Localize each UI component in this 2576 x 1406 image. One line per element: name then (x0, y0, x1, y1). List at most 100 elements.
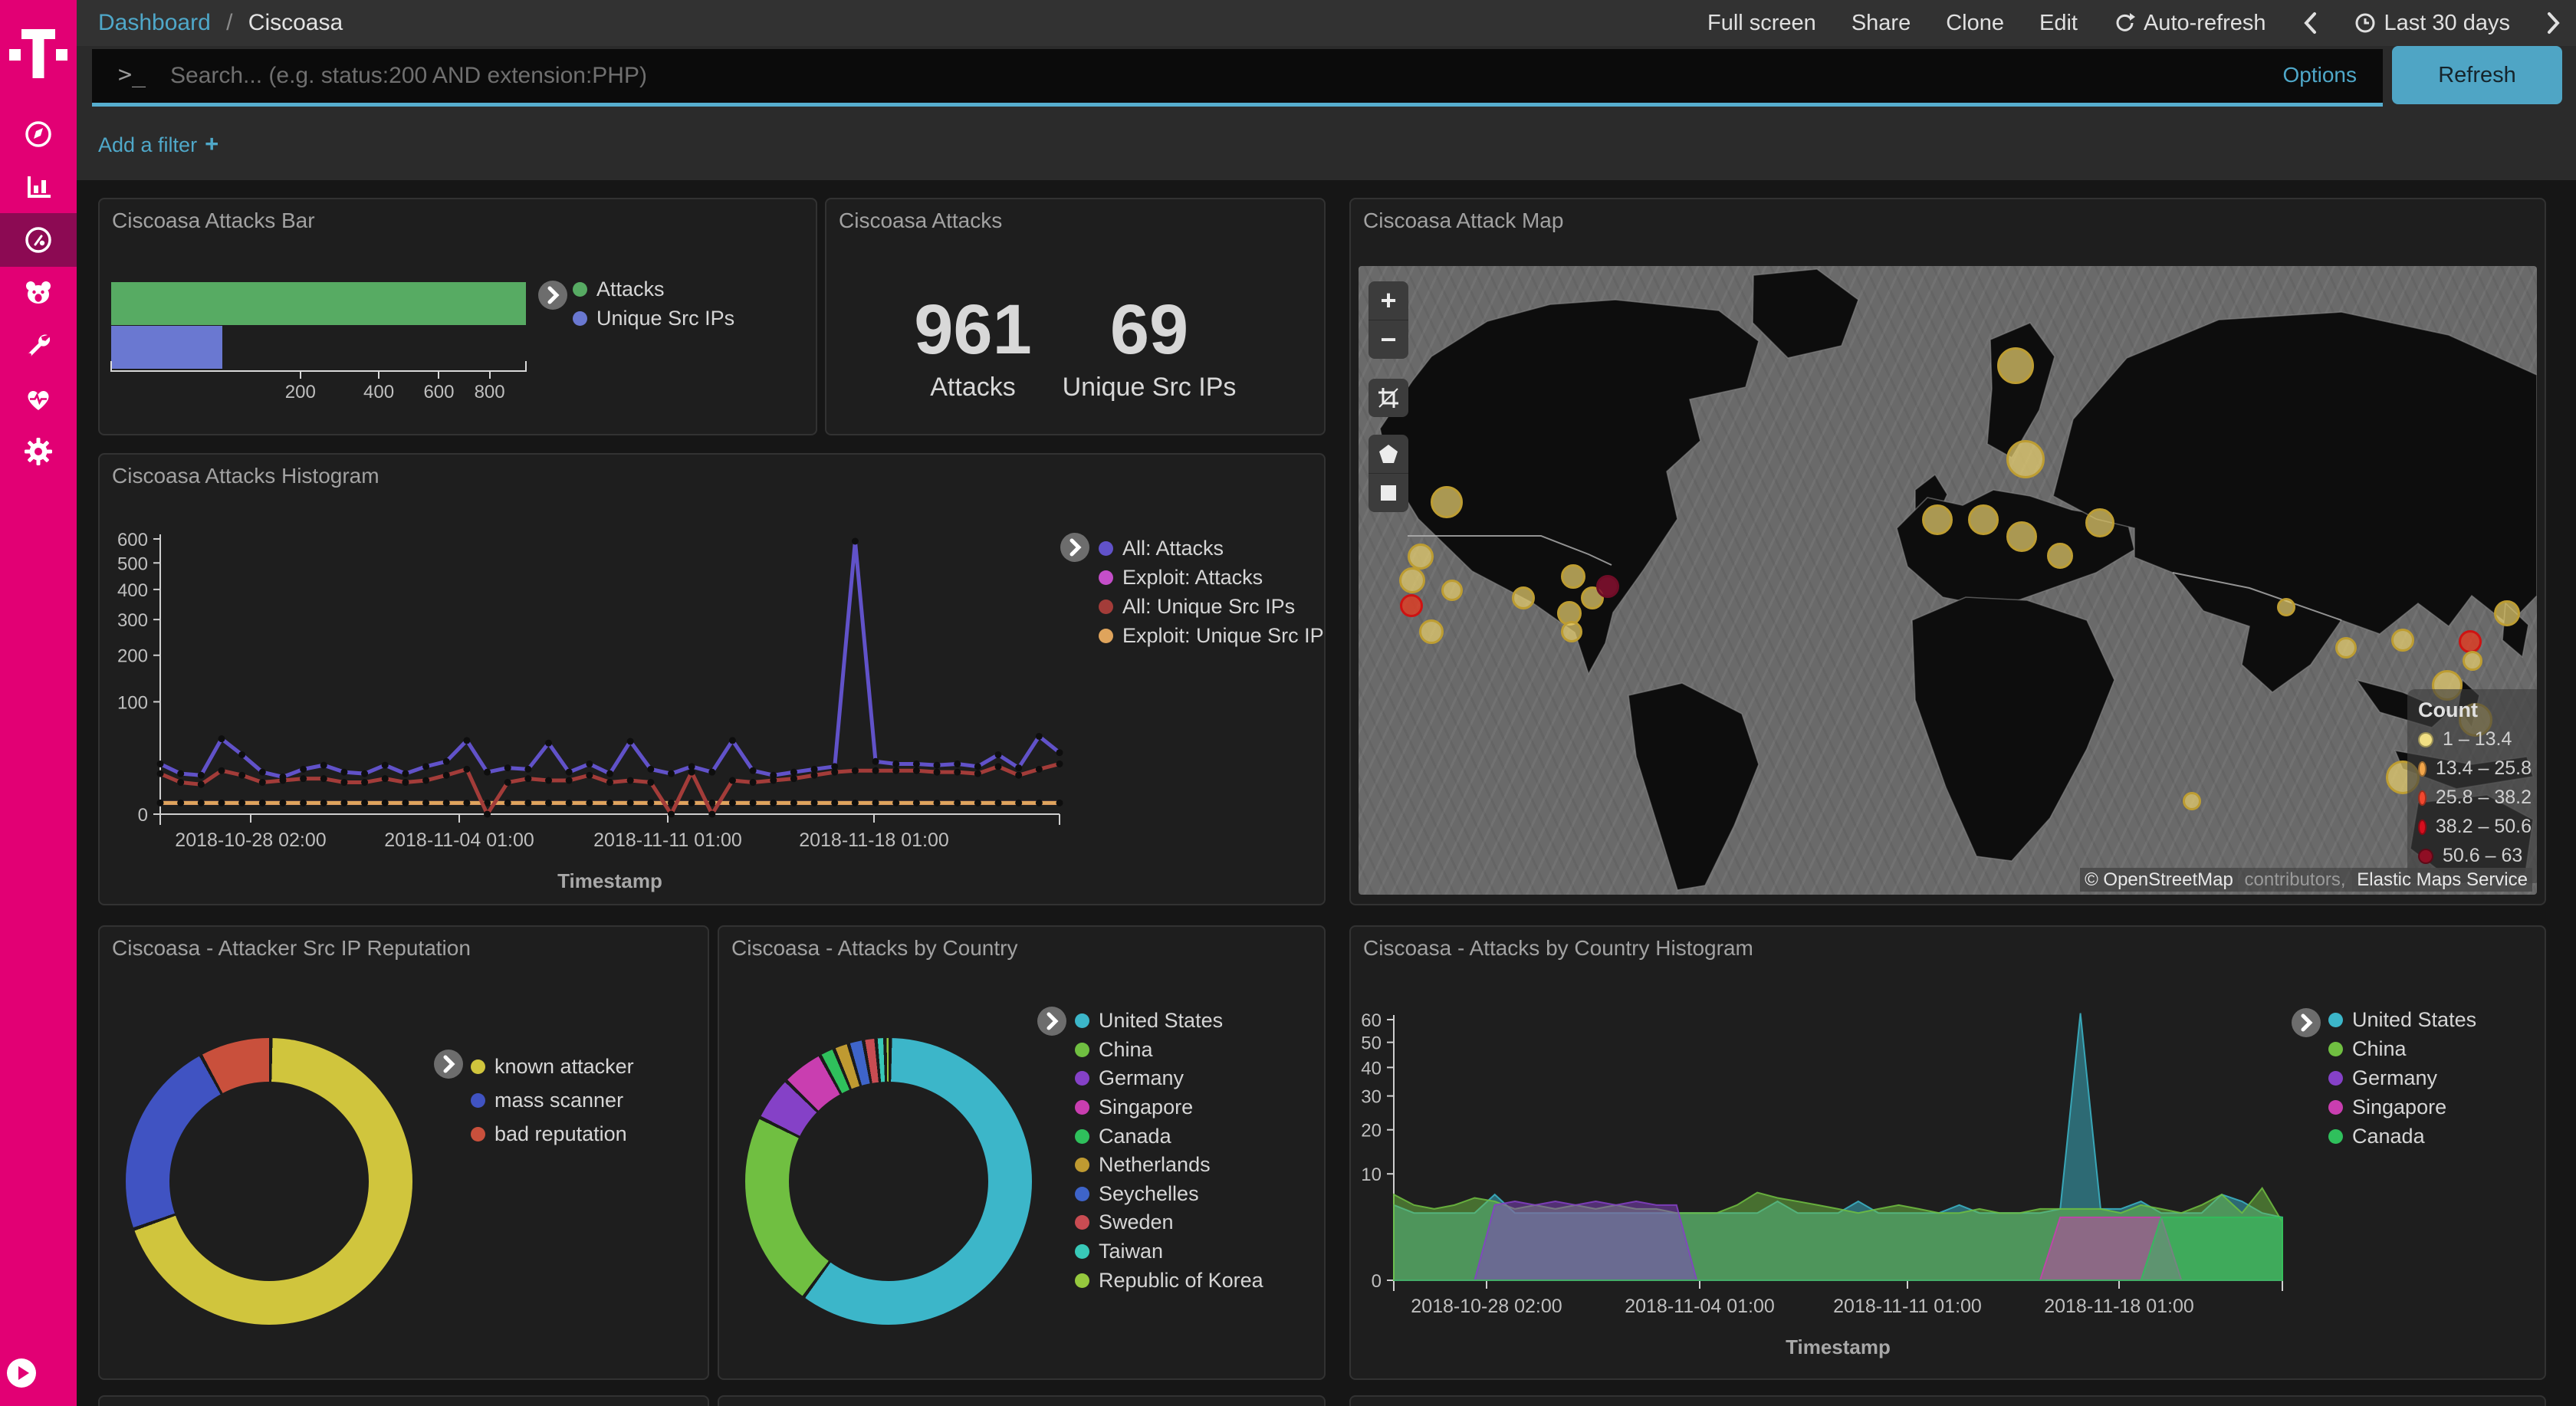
map-attack-circle[interactable] (1400, 594, 1423, 617)
map-attack-circle[interactable] (1561, 564, 1585, 589)
map-attack-circle[interactable] (2277, 598, 2295, 616)
legend-item[interactable]: Germany (2328, 1063, 2476, 1092)
world-map[interactable]: + − (1359, 266, 2537, 895)
chevron-right-icon (2548, 12, 2560, 34)
next-row-panel-edge (718, 1395, 1326, 1406)
map-attack-circle[interactable] (2494, 600, 2520, 626)
auto-refresh-button[interactable]: Auto-refresh (2113, 11, 2266, 36)
sidebar-item-dev-tools[interactable] (0, 319, 77, 373)
legend-item[interactable]: known attacker (471, 1050, 634, 1083)
sidebar-item-threat-intel[interactable] (0, 266, 77, 320)
legend-item[interactable]: United States (1075, 1007, 1263, 1036)
legend-label: United States (1099, 1009, 1224, 1033)
legend-item[interactable]: Taiwan (1075, 1237, 1263, 1266)
clone-button[interactable]: Clone (1946, 10, 2004, 35)
legend-item[interactable]: Singapore (2328, 1092, 2476, 1122)
sidebar-item-discover[interactable] (0, 107, 77, 161)
svg-text:200: 200 (117, 646, 148, 667)
map-attack-circle[interactable] (1968, 504, 1999, 535)
legend-item[interactable]: bad reputation (471, 1117, 634, 1151)
share-button[interactable]: Share (1851, 10, 1911, 35)
legend-item[interactable]: Netherlands (1075, 1151, 1263, 1180)
legend-item[interactable]: Attacks (573, 274, 734, 304)
legend-item[interactable]: United States (2328, 1005, 2476, 1034)
time-back-button[interactable] (2302, 11, 2318, 35)
map-attribution: © OpenStreetMap contributors, Elastic Ma… (2080, 868, 2532, 892)
legend-item[interactable]: mass scanner (471, 1083, 634, 1117)
add-filter-button[interactable]: Add a filter + (98, 130, 219, 157)
legend-expand-icon[interactable] (1037, 1007, 1066, 1036)
legend-item[interactable]: Canada (1075, 1122, 1263, 1151)
time-forward-button[interactable] (2545, 11, 2562, 35)
legend-expand-icon[interactable] (538, 281, 567, 310)
sidebar-item-visualize[interactable] (0, 160, 77, 214)
map-attack-circle[interactable] (1512, 586, 1535, 609)
map-zoom-out-button[interactable]: − (1368, 320, 1408, 359)
time-range-picker[interactable]: Last 30 days (2354, 11, 2510, 36)
legend-expand-icon[interactable] (2292, 1008, 2321, 1037)
sidebar-collapse-button[interactable] (0, 1345, 77, 1399)
edit-button[interactable]: Edit (2039, 10, 2078, 35)
legend-item[interactable]: Exploit: Unique Src IPs (1099, 621, 1324, 650)
legend-dot-icon (2328, 1070, 2343, 1086)
legend-item[interactable]: All: Unique Src IPs (1099, 592, 1324, 621)
map-attack-circle[interactable] (1561, 621, 1582, 642)
next-row-panel-edge (98, 1395, 709, 1406)
panel-title: Ciscoasa - Attacks by Country (731, 936, 1018, 960)
map-attack-circle[interactable] (2183, 792, 2201, 810)
map-attack-circle[interactable] (2459, 630, 2482, 653)
legend-dot-icon (1075, 1273, 1089, 1288)
search-input[interactable] (169, 49, 2272, 103)
legend-dot-icon (1075, 1215, 1089, 1230)
svg-text:2018-11-04 01:00: 2018-11-04 01:00 (1625, 1296, 1775, 1317)
legend-item[interactable]: All: Attacks (1099, 534, 1324, 563)
svg-text:2018-11-11 01:00: 2018-11-11 01:00 (593, 829, 742, 851)
legend-item[interactable]: Sweden (1075, 1208, 1263, 1237)
sidebar-item-monitoring[interactable] (0, 372, 77, 425)
legend-dot-icon (1099, 570, 1113, 585)
map-attack-circle[interactable] (2047, 543, 2073, 569)
legend-item[interactable]: China (1075, 1036, 1263, 1065)
legend-item[interactable]: China (2328, 1034, 2476, 1063)
map-attack-circle[interactable] (2006, 440, 2045, 478)
panel-title: Ciscoasa Attacks Bar (112, 209, 315, 232)
map-attack-circle[interactable] (2335, 637, 2357, 659)
legend-item[interactable]: Unique Src IPs (573, 304, 734, 333)
refresh-button[interactable]: Refresh (2392, 46, 2562, 104)
map-attack-circle[interactable] (1419, 619, 1444, 644)
map-zoom-controls: + − (1368, 281, 1408, 359)
legend-item[interactable]: Seychelles (1075, 1180, 1263, 1209)
map-rectangle-tool-button[interactable] (1368, 473, 1408, 512)
sidebar-item-management[interactable] (0, 425, 77, 478)
map-zoom-in-button[interactable]: + (1380, 284, 1397, 316)
osm-link[interactable]: © OpenStreetMap (2080, 868, 2238, 892)
map-attack-circle[interactable] (1997, 347, 2034, 384)
map-polygon-tool-button[interactable] (1368, 435, 1408, 473)
search-box: >_ Options (92, 49, 2383, 107)
legend-item[interactable]: Germany (1075, 1064, 1263, 1093)
ems-link[interactable]: Elastic Maps Service (2352, 868, 2532, 892)
legend-item[interactable]: Republic of Korea (1075, 1266, 1263, 1295)
map-attack-circle[interactable] (2391, 629, 2414, 652)
map-attack-circle[interactable] (1922, 504, 1953, 535)
sidebar-item-dashboard[interactable] (0, 213, 77, 267)
breadcrumb-dashboard-link[interactable]: Dashboard (98, 10, 211, 35)
map-attack-circle[interactable] (2463, 651, 2482, 671)
map-attack-circle[interactable] (1408, 544, 1434, 570)
legend-expand-icon[interactable] (1060, 533, 1089, 562)
map-attack-circle[interactable] (2006, 521, 2037, 552)
map-attack-circle[interactable] (1431, 486, 1463, 518)
map-crop-button[interactable] (1368, 379, 1408, 417)
legend-dot-icon (471, 1059, 485, 1074)
map-attack-circle[interactable] (1399, 567, 1425, 593)
map-attack-circle[interactable] (2085, 508, 2114, 537)
full-screen-button[interactable]: Full screen (1707, 10, 1816, 35)
legend-dot-icon (2328, 1128, 2343, 1144)
legend-item[interactable]: Canada (2328, 1122, 2476, 1151)
map-attack-circle[interactable] (1441, 580, 1463, 601)
legend-item[interactable]: Singapore (1075, 1093, 1263, 1122)
legend-item[interactable]: Exploit: Attacks (1099, 563, 1324, 592)
map-attack-circle[interactable] (1596, 575, 1619, 598)
legend-expand-icon[interactable] (434, 1050, 463, 1079)
search-options-button[interactable]: Options (2282, 63, 2358, 87)
